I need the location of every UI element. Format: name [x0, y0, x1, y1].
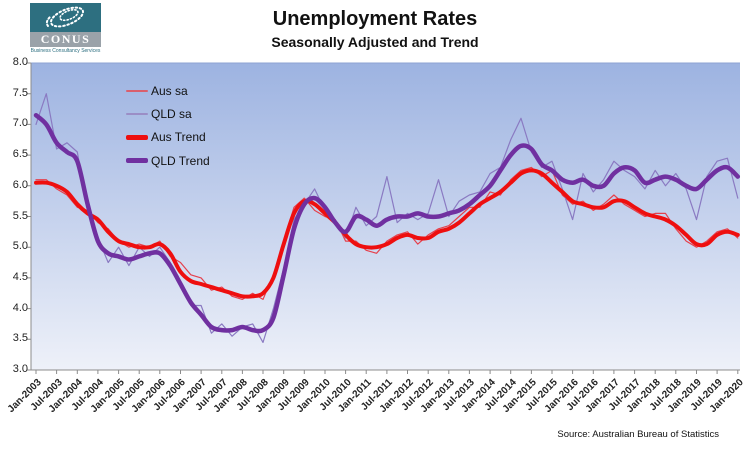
series-line-qld-trend [33, 112, 741, 334]
y-tick-label: 4.5 [12, 270, 28, 283]
legend-swatch-qld-sa [126, 113, 148, 116]
legend-swatch-aus-sa [126, 89, 148, 92]
conus-logo: CONUS Business Consultancy Services [30, 3, 101, 54]
plot-area [31, 63, 740, 370]
legend-item-qld-sa: QLD sa [126, 102, 210, 125]
y-tick-label: 5.0 [12, 240, 28, 253]
y-tick-label: 6.0 [12, 178, 28, 191]
legend-label: Aus sa [151, 83, 188, 98]
y-tick-label: 4.0 [12, 301, 28, 314]
source-note: Source: Australian Bureau of Statistics [557, 429, 719, 440]
logo-name: CONUS [30, 32, 101, 47]
logo-swirl-icon [30, 3, 101, 32]
legend-item-aus-sa: Aus sa [126, 79, 210, 102]
legend-item-aus-trend: Aus Trend [126, 126, 210, 149]
legend: Aus sa QLD sa Aus Trend QLD Trend [126, 79, 210, 173]
chart-subtitle: Seasonally Adjusted and Trend [271, 34, 479, 50]
logo-tagline: Business Consultancy Services [30, 48, 101, 54]
y-tick-label: 3.0 [12, 363, 28, 375]
y-tick-label: 5.5 [12, 209, 28, 222]
legend-swatch-aus-trend [126, 134, 148, 140]
legend-item-qld-trend: QLD Trend [126, 149, 210, 172]
y-tick-label: 6.5 [12, 148, 28, 161]
legend-label: QLD Trend [151, 153, 210, 168]
y-tick-label: 8.0 [12, 56, 28, 68]
series-line-aus-trend [34, 168, 740, 299]
y-tick-label: 7.5 [12, 86, 28, 99]
y-tick-label: 7.0 [12, 117, 28, 130]
series-lines [33, 93, 741, 343]
chart-title: Unemployment Rates [272, 8, 478, 30]
axis-ticks [27, 62, 739, 374]
legend-label: QLD sa [151, 107, 192, 122]
legend-swatch-qld-trend [126, 158, 148, 164]
legend-label: Aus Trend [151, 130, 206, 145]
y-tick-label: 3.5 [12, 332, 28, 345]
